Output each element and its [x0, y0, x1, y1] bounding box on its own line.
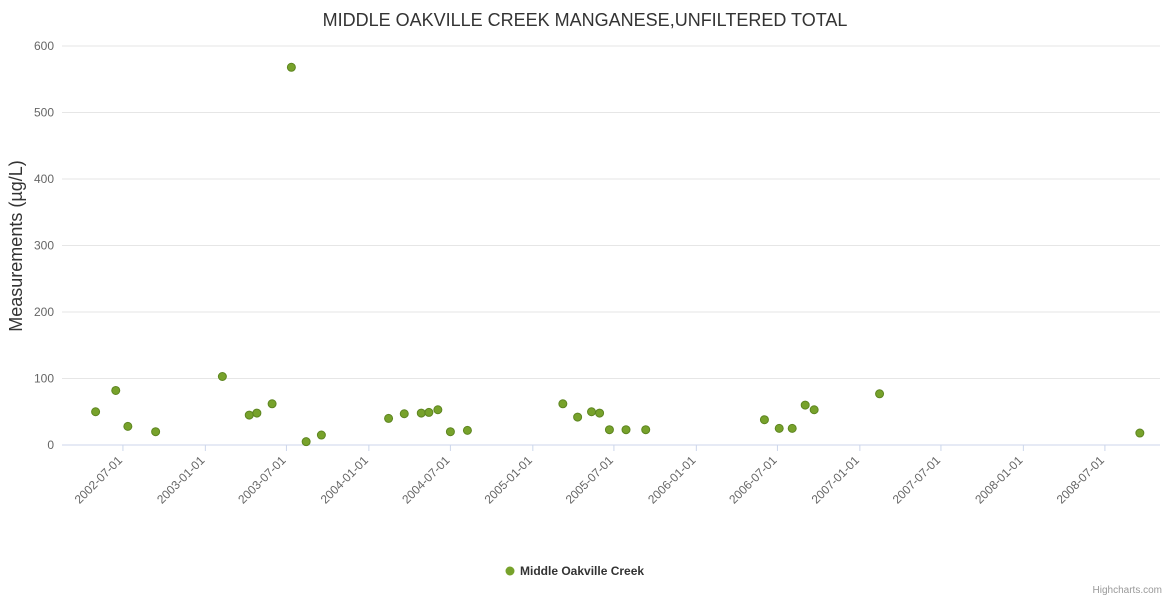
data-point[interactable] — [875, 389, 885, 399]
data-point[interactable] — [316, 430, 326, 440]
data-point[interactable] — [267, 399, 277, 409]
data-point[interactable] — [384, 413, 394, 423]
data-point[interactable] — [91, 407, 101, 417]
x-tick-label: 2006-07-01 — [726, 453, 780, 507]
y-tick-label: 400 — [34, 172, 54, 186]
data-point[interactable] — [587, 407, 597, 417]
x-tick-label: 2007-07-01 — [890, 453, 944, 507]
data-point[interactable] — [424, 407, 434, 417]
x-tick-label: 2008-01-01 — [972, 453, 1026, 507]
credits-link[interactable]: Highcharts.com — [1093, 585, 1162, 596]
data-point[interactable] — [286, 62, 296, 72]
x-tick-label: 2004-01-01 — [318, 453, 372, 507]
y-tick-label: 200 — [34, 305, 54, 319]
data-point[interactable] — [809, 405, 819, 415]
data-point[interactable] — [123, 421, 133, 431]
data-point[interactable] — [800, 400, 810, 410]
data-point[interactable] — [111, 385, 121, 395]
data-point[interactable] — [604, 425, 614, 435]
data-point[interactable] — [462, 425, 472, 435]
data-point[interactable] — [151, 427, 161, 437]
x-tick-label: 2007-01-01 — [809, 453, 863, 507]
data-point[interactable] — [621, 425, 631, 435]
data-point[interactable] — [244, 410, 254, 420]
x-tick-label: 2005-07-01 — [563, 453, 617, 507]
y-tick-label: 0 — [47, 438, 54, 452]
x-tick-label: 2003-07-01 — [235, 453, 289, 507]
legend-item[interactable]: Middle Oakville Creek — [505, 564, 645, 578]
data-point[interactable] — [252, 408, 262, 418]
chart-title: MIDDLE OAKVILLE CREEK MANGANESE,UNFILTER… — [323, 10, 848, 30]
data-point[interactable] — [558, 399, 568, 409]
data-point[interactable] — [217, 372, 227, 382]
data-point[interactable] — [445, 427, 455, 437]
data-point[interactable] — [595, 408, 605, 418]
data-point[interactable] — [774, 423, 784, 433]
data-point[interactable] — [787, 423, 797, 433]
data-point[interactable] — [416, 408, 426, 418]
data-point[interactable] — [399, 409, 409, 419]
data-point[interactable] — [759, 415, 769, 425]
x-tick-label: 2005-01-01 — [482, 453, 536, 507]
x-tick-label: 2004-07-01 — [399, 453, 453, 507]
data-point[interactable] — [1135, 428, 1145, 438]
data-point[interactable] — [433, 405, 443, 415]
data-point[interactable] — [573, 412, 583, 422]
plot-area: 0 100 200 300 400 500 600 2002-07-01 2003-01-01 2… — [34, 39, 1160, 507]
x-tick-label: 2006-01-01 — [645, 453, 699, 507]
data-point[interactable] — [301, 437, 311, 447]
y-tick-label: 500 — [34, 106, 54, 120]
legend-label: Middle Oakville Creek — [520, 564, 644, 578]
x-tick-label: 2003-01-01 — [154, 453, 208, 507]
y-tick-label: 300 — [34, 239, 54, 253]
legend-marker-icon — [505, 566, 515, 576]
data-point[interactable] — [641, 425, 651, 435]
y-axis-title: Measurements (µg/L) — [6, 160, 26, 331]
x-tick-label: 2008-07-01 — [1054, 453, 1108, 507]
x-tick-label: 2002-07-01 — [72, 453, 126, 507]
y-tick-label: 100 — [34, 372, 54, 386]
y-tick-label: 600 — [34, 39, 54, 53]
